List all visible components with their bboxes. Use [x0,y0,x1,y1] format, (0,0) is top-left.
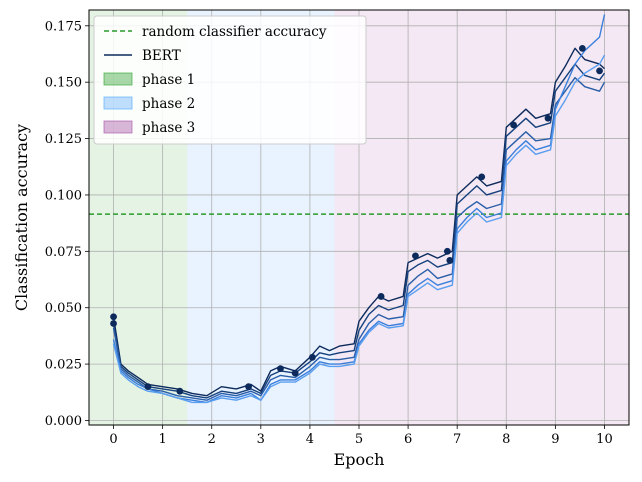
x-tick-label: 3 [257,432,265,447]
legend-phase-1-swatch [103,72,133,86]
data-marker [110,313,117,321]
x-tick-label: 7 [453,432,461,447]
x-tick-label: 4 [306,432,314,447]
y-tick-label: 0.075 [45,245,82,260]
data-marker [308,353,316,361]
data-marker [176,387,184,395]
data-marker [377,293,385,300]
x-ticks: 0 1 2 3 4 5 6 7 8 9 10 [109,425,613,447]
data-marker [277,365,284,373]
markers-group [110,44,603,395]
x-tick-label: 10 [596,432,613,447]
x-tick-label: 9 [551,432,559,447]
data-marker [144,383,152,391]
x-tick-label: 5 [355,432,363,447]
series-line-4 [112,14,606,404]
x-tick-label: 0 [109,432,117,447]
legend-box [93,15,367,145]
data-marker [412,252,419,260]
legend: random classifier accuracy BERT phase 1 … [93,15,367,145]
data-marker [291,369,299,377]
y-tick-label: 0.125 [45,132,82,147]
data-marker [110,320,117,327]
y-axis-label: Classification accuracy [12,124,31,311]
legend-phase-3-swatch [103,120,133,134]
legend-entry-bert: BERT [142,48,181,64]
x-tick-label: 6 [404,432,412,447]
x-tick-label: 1 [158,432,166,447]
data-marker [478,173,486,181]
x-tick-label: 2 [208,432,216,447]
y-ticks: 0.000 0.025 0.050 0.075 0.100 0.125 0.150 0.175 [45,19,89,429]
data-marker [446,256,454,264]
legend-phase-2-swatch [103,96,133,110]
x-tick-label: 8 [502,432,510,447]
y-tick-label: 0.050 [45,301,82,316]
series-line-2 [112,63,606,399]
data-marker [578,44,586,52]
y-tick-label: 0.100 [45,188,82,203]
legend-entry-phase-3: phase 3 [142,120,195,136]
series-group [112,14,606,404]
y-tick-label: 0.150 [45,76,82,91]
series-line-3 [112,76,606,401]
series-line-5 [112,54,606,404]
y-tick-label: 0.000 [45,414,82,429]
legend-entry-phase-2: phase 2 [142,96,195,112]
data-marker [245,383,252,391]
data-marker [544,114,552,122]
legend-entry-random-classifier: random classifier accuracy [142,24,327,40]
data-marker [510,121,518,129]
y-tick-label: 0.175 [45,19,82,34]
data-marker [596,67,603,75]
data-marker [443,247,451,255]
y-tick-label: 0.025 [45,358,82,373]
legend-entry-phase-1: phase 1 [142,72,195,88]
x-axis-label: Epoch [334,450,385,469]
